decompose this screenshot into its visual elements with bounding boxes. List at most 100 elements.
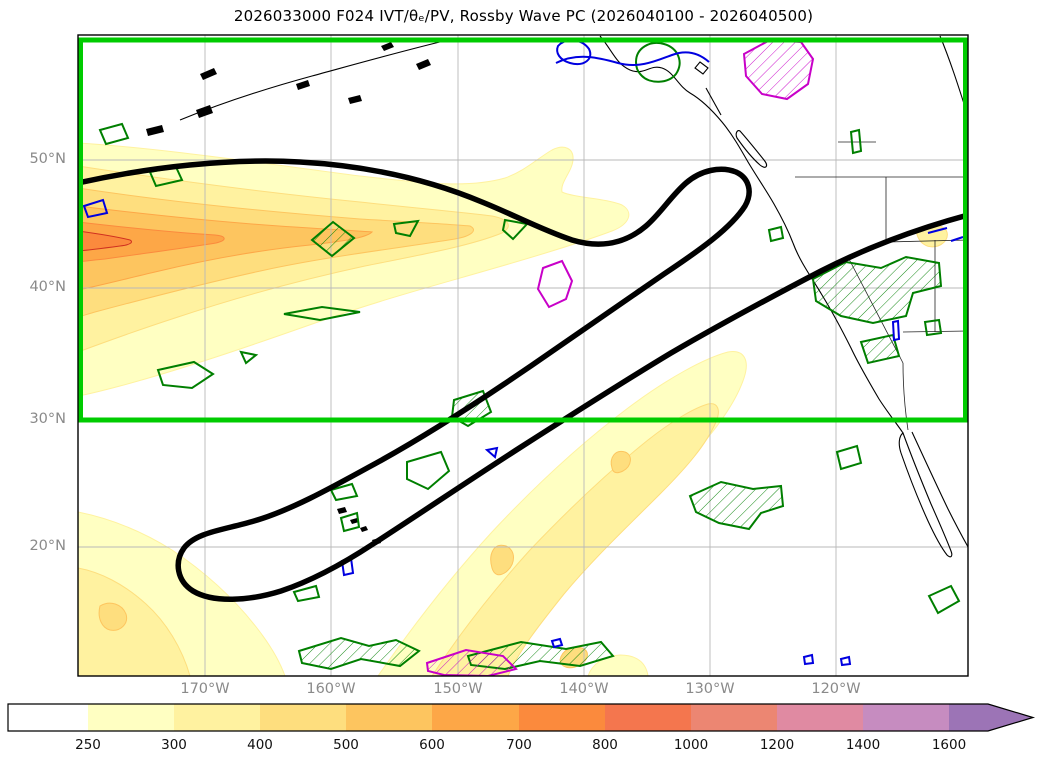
colorbar-segment — [174, 704, 260, 731]
green-contour-layer — [98, 42, 961, 671]
colorbar-tick-label: 1400 — [845, 737, 881, 753]
blue-contour — [555, 51, 710, 66]
colorbar-segment — [260, 704, 346, 731]
green-hatched-contour — [297, 636, 421, 671]
ivt-fill-region — [587, 654, 649, 676]
y-tick-label: 20°N — [29, 538, 66, 554]
ivt-fill-region — [431, 403, 719, 676]
island — [694, 61, 709, 75]
colorbar-arrow — [949, 704, 1033, 731]
green-hatched-contour — [811, 255, 943, 325]
blue-contour — [839, 655, 852, 667]
island — [348, 95, 362, 104]
blue-contour — [82, 198, 109, 219]
colorbar-segment — [432, 704, 519, 731]
colorbar-tick-label: 800 — [592, 737, 618, 753]
green-hatched-contour — [859, 333, 901, 365]
colorbar-tick-label: 500 — [333, 737, 359, 753]
coastline — [939, 35, 967, 111]
colorbar-segment — [346, 704, 432, 731]
green-hatched-contour — [310, 220, 356, 258]
island — [735, 130, 768, 168]
green-contour — [239, 350, 259, 365]
green-contour — [501, 218, 529, 241]
green-contour — [339, 511, 361, 533]
y-tick-label: 50°N — [29, 151, 66, 167]
green-contour — [634, 42, 681, 83]
magenta-contour — [536, 259, 574, 309]
ivt-fill-region — [78, 567, 191, 676]
blue-contour — [950, 236, 964, 242]
island — [196, 105, 213, 118]
island — [381, 42, 394, 51]
magenta-contour-layer — [425, 38, 815, 676]
colorbar-tick-label: 700 — [506, 737, 532, 753]
island — [296, 80, 310, 90]
x-tick-label: 130°W — [685, 681, 735, 697]
green-contour — [98, 122, 130, 146]
coastline — [599, 35, 794, 244]
x-tick-label: 150°W — [433, 681, 483, 697]
coastline — [911, 431, 968, 549]
magenta-hatched-contour — [425, 648, 518, 676]
island — [200, 68, 217, 80]
blue-contour — [484, 446, 499, 459]
colorbar-segment — [519, 704, 605, 731]
map-canvas — [77, 34, 969, 677]
plot-frame — [77, 34, 969, 677]
coastline — [179, 39, 449, 121]
ivt-fill-region — [78, 221, 225, 263]
x-tick-label: 140°W — [559, 681, 609, 697]
ivt-fill-core — [490, 544, 514, 576]
island-hawaii — [337, 507, 347, 514]
island-hawaii — [350, 518, 359, 524]
magenta-hatched-contour — [742, 38, 815, 101]
blue-contour — [802, 653, 815, 666]
colorbar-tick-label: 1200 — [759, 737, 795, 753]
colorbar-tick-label: 1600 — [931, 737, 967, 753]
green-contour — [767, 225, 785, 243]
y-tick-label: 30°N — [29, 411, 66, 427]
ivt-fill-region — [377, 351, 747, 676]
coastline-baja — [898, 432, 953, 558]
x-tick-label: 170°W — [180, 681, 230, 697]
y-tick-label: 40°N — [29, 279, 66, 295]
blue-contour — [550, 637, 564, 649]
ivt-fill-core — [98, 602, 128, 631]
green-contour — [406, 450, 451, 491]
state-border — [902, 362, 909, 431]
green-contour — [329, 482, 359, 502]
blue-contour — [891, 319, 901, 342]
colorbar-tick-label: 250 — [75, 737, 101, 753]
green-contour — [392, 219, 420, 238]
colorbar-segment — [863, 704, 949, 731]
x-tick-label: 160°W — [306, 681, 356, 697]
colorbar-segment — [8, 704, 88, 731]
colorbar-segment — [88, 704, 174, 731]
colorbar-tick-label: 300 — [161, 737, 187, 753]
colorbar-tick-label: 600 — [419, 737, 445, 753]
island — [416, 59, 431, 70]
green-contour — [292, 584, 321, 603]
green-contour — [927, 584, 961, 615]
pv-contour — [78, 158, 968, 602]
green-contour — [849, 128, 863, 155]
colorbar — [7, 703, 1036, 732]
island-hawaii — [360, 526, 368, 532]
island — [705, 87, 722, 116]
colorbar-tick-label: 400 — [247, 737, 273, 753]
green-contour — [283, 305, 361, 322]
colorbar-segment — [777, 704, 863, 731]
colorbar-tick-label: 1000 — [673, 737, 709, 753]
island — [146, 125, 164, 136]
colorbar-segment — [691, 704, 777, 731]
plot-title: 2026033000 F024 IVT/θₑ/PV, Rossby Wave P… — [233, 7, 814, 25]
rossby-box — [78, 37, 968, 423]
state-border — [902, 330, 968, 333]
green-contour — [923, 318, 943, 337]
colorbar-outline — [7, 703, 1036, 732]
blue-contour — [927, 227, 948, 234]
ivt-fill-core — [78, 230, 133, 252]
x-tick-label: 120°W — [811, 681, 861, 697]
